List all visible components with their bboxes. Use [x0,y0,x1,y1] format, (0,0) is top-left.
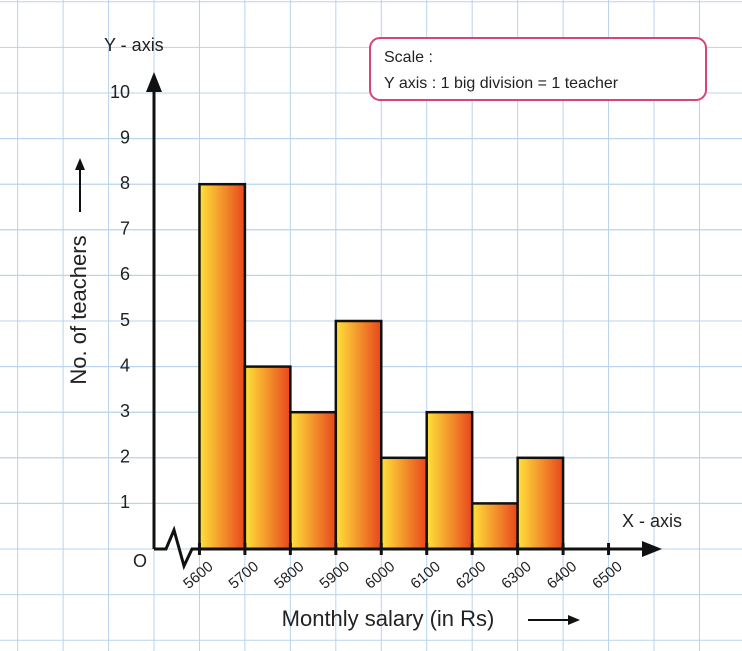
x-tick-label: 6000 [362,558,398,592]
bar [425,410,474,551]
x-tick-label: 5700 [226,558,262,592]
x-tick-label: 5800 [271,558,307,592]
y-axis-label: No. of teachers [66,235,91,384]
x-tick-label: 6300 [498,558,534,592]
scale-text: Y axis : 1 big division = 1 teacher [384,75,619,92]
x-axis [154,525,650,571]
x-tick-label: 5900 [316,558,352,592]
bar [470,502,519,551]
bar [334,319,383,551]
bar [516,456,565,551]
x-tick-label: 6400 [544,558,580,592]
x-axis-arrow [642,541,662,557]
x-label-arrowhead [568,615,580,625]
x-tick-label: 6500 [589,558,625,592]
x-tick-label: 6100 [407,558,443,592]
x-tick-label: 6200 [453,558,489,592]
bar [380,456,428,551]
origin-label: O [133,551,147,571]
y-tick-label: 6 [120,264,130,284]
x-axis-label: Monthly salary (in Rs) [282,606,495,631]
bar [289,410,338,551]
y-tick-label: 1 [120,492,130,512]
x-axis-name: X - axis [622,511,682,531]
y-axis-name: Y - axis [104,35,164,55]
y-label-arrowhead [75,158,85,170]
y-tick-label: 9 [120,127,130,147]
y-tick-label: 7 [120,219,130,239]
scale-box [369,37,707,101]
y-tick-label: 10 [110,82,130,102]
y-tick-label: 5 [120,310,130,330]
y-tick-label: 2 [120,447,130,467]
y-tick-label: 8 [120,173,130,193]
plot [0,92,742,551]
y-tick-label: 4 [120,355,130,375]
bar [243,365,292,551]
y-tick-label: 3 [120,401,130,421]
scale-title: Scale : [384,49,433,66]
y-axis-arrow [146,72,162,92]
bar [198,182,247,551]
